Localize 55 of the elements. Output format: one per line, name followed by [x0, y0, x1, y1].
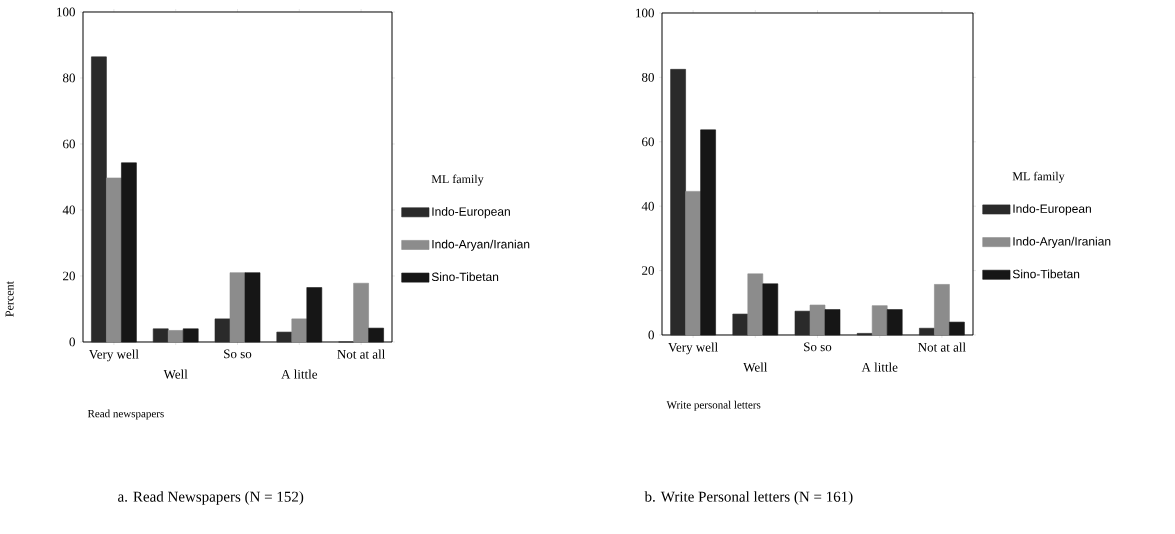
bar: [214, 318, 231, 343]
legend-label: Indo-European: [1013, 204, 1091, 216]
bar: [244, 272, 261, 343]
bar: [91, 56, 107, 343]
bar: [152, 328, 169, 343]
x-tick-label: Well: [163, 369, 188, 379]
legend-title: ML family: [431, 174, 484, 186]
y-tick-label: 40: [62, 205, 75, 215]
bar: [670, 69, 686, 336]
y-axis-title: Percent: [5, 281, 14, 317]
bar: [809, 304, 826, 336]
y-tick-label: 0: [648, 330, 654, 340]
bar: [182, 328, 199, 343]
y-tick-label: 40: [641, 201, 654, 211]
x-axis-title: Read newspapers: [87, 409, 164, 420]
x-tick-label: So so: [224, 349, 252, 359]
bar: [368, 327, 384, 343]
y-tick-label: 20: [642, 266, 654, 275]
legend-label: Indo-European: [432, 206, 510, 219]
bar: [121, 162, 137, 343]
x-axis-title: Write personal letters: [666, 400, 761, 411]
bar: [919, 327, 935, 336]
y-tick-label: 100: [57, 7, 75, 17]
legend-label: Indo-Aryan/Iranian: [432, 239, 530, 251]
legend-label: Sino-Tibetan: [431, 272, 499, 282]
bar: [886, 309, 903, 336]
y-tick-label: 80: [62, 73, 75, 83]
x-tick-label: Not at all: [918, 342, 966, 352]
bar: [306, 287, 323, 343]
legend-label: Sino-Tibetan: [1012, 269, 1080, 279]
y-tick-label: 100: [636, 8, 654, 18]
x-tick-label: Not at all: [337, 349, 386, 359]
y-tick-label: 20: [63, 271, 75, 281]
bar: [229, 272, 246, 343]
bar: [762, 283, 779, 336]
bar: [824, 309, 841, 336]
legend-title: ML family: [1012, 171, 1065, 183]
text: b. Write Personal letters (N = 161): [644, 491, 853, 505]
bar: [794, 310, 811, 336]
x-tick-label: So so: [804, 342, 832, 352]
x-tick-label: Well: [743, 362, 768, 372]
bar: [732, 313, 749, 336]
legend-label: Indo-Aryan/Iranian: [1013, 236, 1111, 248]
text: a. Read Newspapers (N = 152): [118, 491, 304, 505]
bar: [949, 321, 965, 336]
y-tick-label: 80: [641, 73, 654, 82]
x-tick-label: A little: [861, 362, 898, 372]
y-tick-label: 0: [69, 337, 75, 347]
y-tick-label: 60: [63, 139, 75, 149]
y-tick-label: 60: [642, 137, 654, 147]
x-tick-label: A little: [281, 369, 318, 379]
bar: [700, 129, 716, 336]
x-tick-label: Very well: [668, 342, 718, 355]
x-tick-label: Very well: [88, 349, 139, 362]
bar: [276, 331, 293, 343]
